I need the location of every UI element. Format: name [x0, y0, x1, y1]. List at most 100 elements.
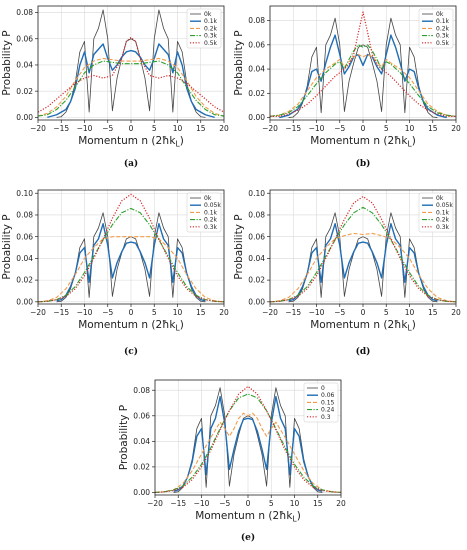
legend-entry: 0.3 [321, 414, 331, 421]
panel-caption: (a) [124, 158, 138, 169]
y-tick-label: 0.02 [16, 276, 33, 285]
x-tick-label: 10 [405, 308, 415, 317]
x-tick-label: 0 [129, 124, 134, 133]
legend-entry: 0.2k [436, 217, 450, 224]
series-line-1 [288, 222, 438, 302]
series-group [38, 193, 224, 303]
y-axis-label: Probability P [118, 405, 130, 470]
y-tick-label: 0.00 [133, 488, 150, 497]
legend-entry: 0k [436, 11, 444, 18]
y-tick-label: 0.08 [16, 8, 33, 17]
y-tick-label: 0.04 [133, 437, 150, 446]
x-tick-label: −15 [53, 124, 69, 133]
x-tick-label: −10 [77, 308, 93, 317]
x-tick-label: −5 [102, 124, 113, 133]
x-axis-label-main: Momentum n (2ħk [310, 135, 408, 147]
series-line-3 [38, 60, 224, 117]
y-tick-label: 0.08 [248, 211, 265, 220]
legend-entry: 0.1k [436, 18, 450, 25]
legend-entry: 0.1k [204, 18, 218, 25]
legend-box [418, 192, 454, 233]
x-tick-label: −5 [334, 124, 345, 133]
x-tick-label: 0 [246, 499, 251, 508]
y-tick-label: 0.02 [248, 89, 265, 98]
legend-entry: 0k [204, 11, 212, 18]
y-tick-label: 0.06 [133, 411, 150, 420]
series-line-2 [38, 236, 224, 303]
x-tick-label: −5 [334, 308, 345, 317]
x-axis-label-subscript: L [293, 515, 298, 524]
y-tick-label: 0.04 [16, 254, 33, 263]
x-axis-label-end: ) [412, 135, 416, 147]
x-tick-label: 0 [129, 308, 134, 317]
x-axis-label-main: Momentum n (2ħk [78, 135, 176, 147]
y-tick-label: 0.02 [16, 87, 33, 96]
x-tick-label: 10 [405, 124, 415, 133]
legend-entry: 0.2k [436, 25, 450, 32]
legend-entry: 0.5k [204, 40, 218, 47]
x-axis-label-main: Momentum n (2ħk [195, 510, 293, 522]
legend-entry: 0.3k [204, 33, 218, 40]
series-line-4 [38, 193, 224, 303]
x-axis-label: Momentum n (2ħkL) [78, 319, 184, 333]
legend-entry: 0.06 [321, 392, 335, 399]
chart-panel-a: −20 −15 −10 −5 0 5 10 15 20 0.00 0.02 0.04 0.06 0.08 M… [1, 5, 229, 169]
y-tick-label: 0.06 [248, 40, 265, 49]
x-tick-label: 5 [152, 124, 157, 133]
series-group [270, 195, 456, 303]
series-line-2 [38, 57, 224, 117]
x-tick-label: −15 [285, 124, 301, 133]
legend-entry: 0.24 [321, 407, 335, 414]
x-tick-label: 10 [173, 124, 183, 133]
series-line-2 [270, 232, 456, 303]
y-axis-label: Probability P [233, 30, 245, 95]
legend-entry: 0.05k [204, 202, 221, 209]
y-tick-label: 0.06 [16, 232, 33, 241]
x-tick-label: −20 [147, 499, 163, 508]
series-line-1 [173, 395, 323, 492]
chart-panel-e: −20 −15 −10 −5 0 5 10 15 20 0.00 0.02 0.04 0.06 0.08 M… [118, 379, 346, 543]
series-line-1 [56, 222, 206, 302]
x-tick-label: 20 [336, 499, 346, 508]
y-tick-label: 0.02 [248, 276, 265, 285]
panel-caption: (d) [356, 346, 371, 357]
series-line-4 [38, 36, 224, 113]
x-axis-label-subscript: L [176, 324, 181, 333]
series-group [38, 9, 224, 119]
panel-caption: (e) [241, 532, 255, 543]
legend-entry: 0.5k [436, 40, 450, 47]
x-tick-label: −20 [30, 124, 46, 133]
legend-entry: 0.2k [204, 217, 218, 224]
x-tick-label: −10 [309, 124, 325, 133]
x-tick-label: −15 [53, 308, 69, 317]
x-tick-label: −15 [170, 499, 186, 508]
x-axis-label-main: Momentum n (2ħk [78, 319, 176, 331]
y-axis-label: Probability P [1, 214, 13, 279]
legend-entry: 0.1k [436, 209, 450, 216]
x-tick-label: 5 [269, 499, 274, 508]
y-axis-label: Probability P [233, 214, 245, 279]
series-line-4 [270, 195, 456, 303]
x-axis-label: Momentum n (2ħkL) [310, 319, 416, 333]
legend-entry: 0.05k [436, 202, 453, 209]
legend-entry: 0.1k [204, 209, 218, 216]
legend-entry: 0.3k [436, 33, 450, 40]
y-tick-label: 0.04 [248, 254, 265, 263]
x-tick-label: 10 [173, 308, 183, 317]
y-tick-label: 0.04 [248, 65, 265, 74]
x-tick-label: 15 [428, 124, 438, 133]
panel-caption: (c) [124, 346, 138, 357]
x-axis-label-end: ) [297, 510, 301, 522]
x-tick-label: 20 [219, 308, 229, 317]
x-tick-label: 20 [451, 124, 461, 133]
x-axis-label-end: ) [180, 135, 184, 147]
x-axis-label: Momentum n (2ħkL) [195, 510, 301, 524]
legend-box [186, 192, 222, 233]
y-axis-label: Probability P [1, 30, 13, 95]
x-axis-label-subscript: L [408, 324, 413, 333]
x-tick-label: −10 [309, 308, 325, 317]
x-axis-label-subscript: L [408, 140, 413, 149]
x-axis-label-end: ) [180, 319, 184, 331]
x-axis-label: Momentum n (2ħkL) [310, 135, 416, 149]
y-tick-label: 0.02 [133, 462, 150, 471]
